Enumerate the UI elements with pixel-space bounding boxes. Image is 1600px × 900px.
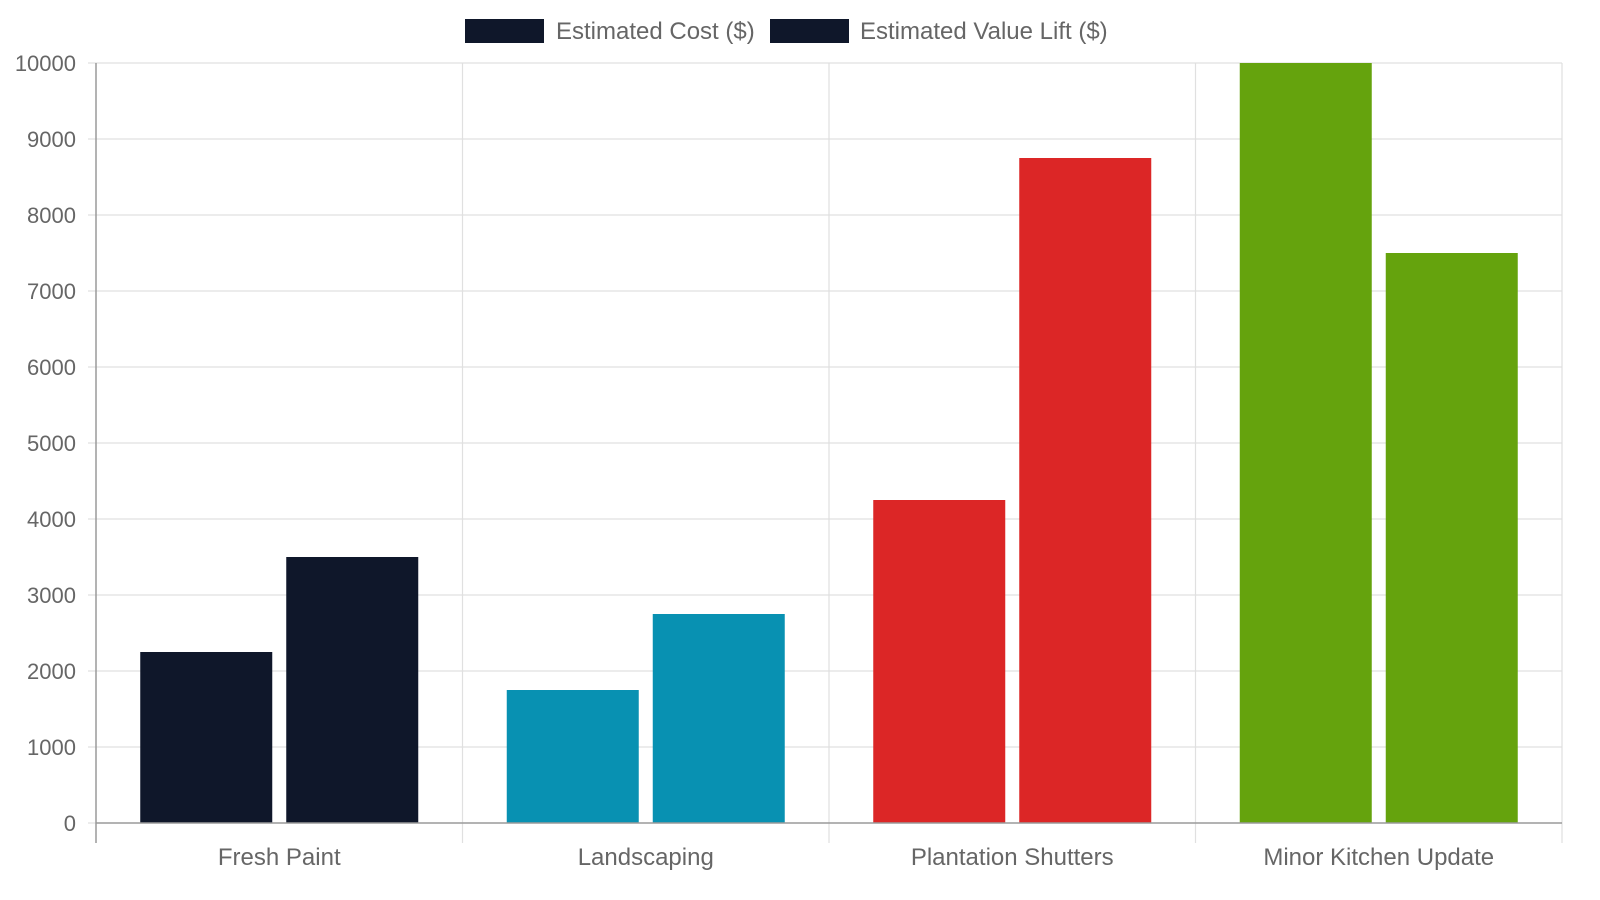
bar-value-lift-3[interactable] bbox=[1385, 253, 1518, 823]
y-tick-label: 4000 bbox=[27, 507, 76, 532]
y-tick-label: 1000 bbox=[27, 735, 76, 760]
legend[interactable]: Estimated Cost ($) Estimated Value Lift (… bbox=[465, 18, 1108, 45]
bar-cost-3[interactable] bbox=[1239, 63, 1372, 823]
y-tick-label: 5000 bbox=[27, 431, 76, 456]
legend-label[interactable]: Estimated Cost ($) bbox=[556, 18, 755, 45]
bar-value-lift-0[interactable] bbox=[286, 557, 419, 823]
bar-value-lift-2[interactable] bbox=[1019, 158, 1152, 823]
bar-cost-1[interactable] bbox=[506, 690, 639, 823]
y-tick-label: 3000 bbox=[27, 583, 76, 608]
y-tick-label: 9000 bbox=[27, 127, 76, 152]
x-category-label: Fresh Paint bbox=[218, 844, 341, 871]
legend-label[interactable]: Estimated Value Lift ($) bbox=[860, 18, 1108, 45]
x-axis-categories: Fresh Paint Landscaping Plantation Shutter… bbox=[218, 844, 1494, 871]
y-tick-label: 7000 bbox=[27, 279, 76, 304]
x-category-label: Plantation Shutters bbox=[911, 844, 1114, 871]
legend-swatch[interactable] bbox=[770, 19, 849, 43]
y-tick-label: 2000 bbox=[27, 659, 76, 684]
y-axis-ticks: 0 1000 2000 3000 4000 5000 6000 7000 8000 9000 100… bbox=[15, 51, 76, 836]
y-tick-label: 8000 bbox=[27, 203, 76, 228]
bars bbox=[140, 63, 1518, 823]
bar-value-lift-1[interactable] bbox=[652, 614, 785, 823]
y-tick-label: 6000 bbox=[27, 355, 76, 380]
x-category-label: Minor Kitchen Update bbox=[1263, 844, 1494, 871]
axes bbox=[95, 63, 1562, 843]
y-tick-label: 10000 bbox=[15, 51, 76, 76]
x-category-label: Landscaping bbox=[578, 844, 714, 871]
legend-swatch[interactable] bbox=[465, 19, 544, 43]
bar-cost-0[interactable] bbox=[140, 652, 273, 823]
bar-cost-2[interactable] bbox=[873, 500, 1006, 823]
y-tick-label: 0 bbox=[64, 811, 76, 836]
